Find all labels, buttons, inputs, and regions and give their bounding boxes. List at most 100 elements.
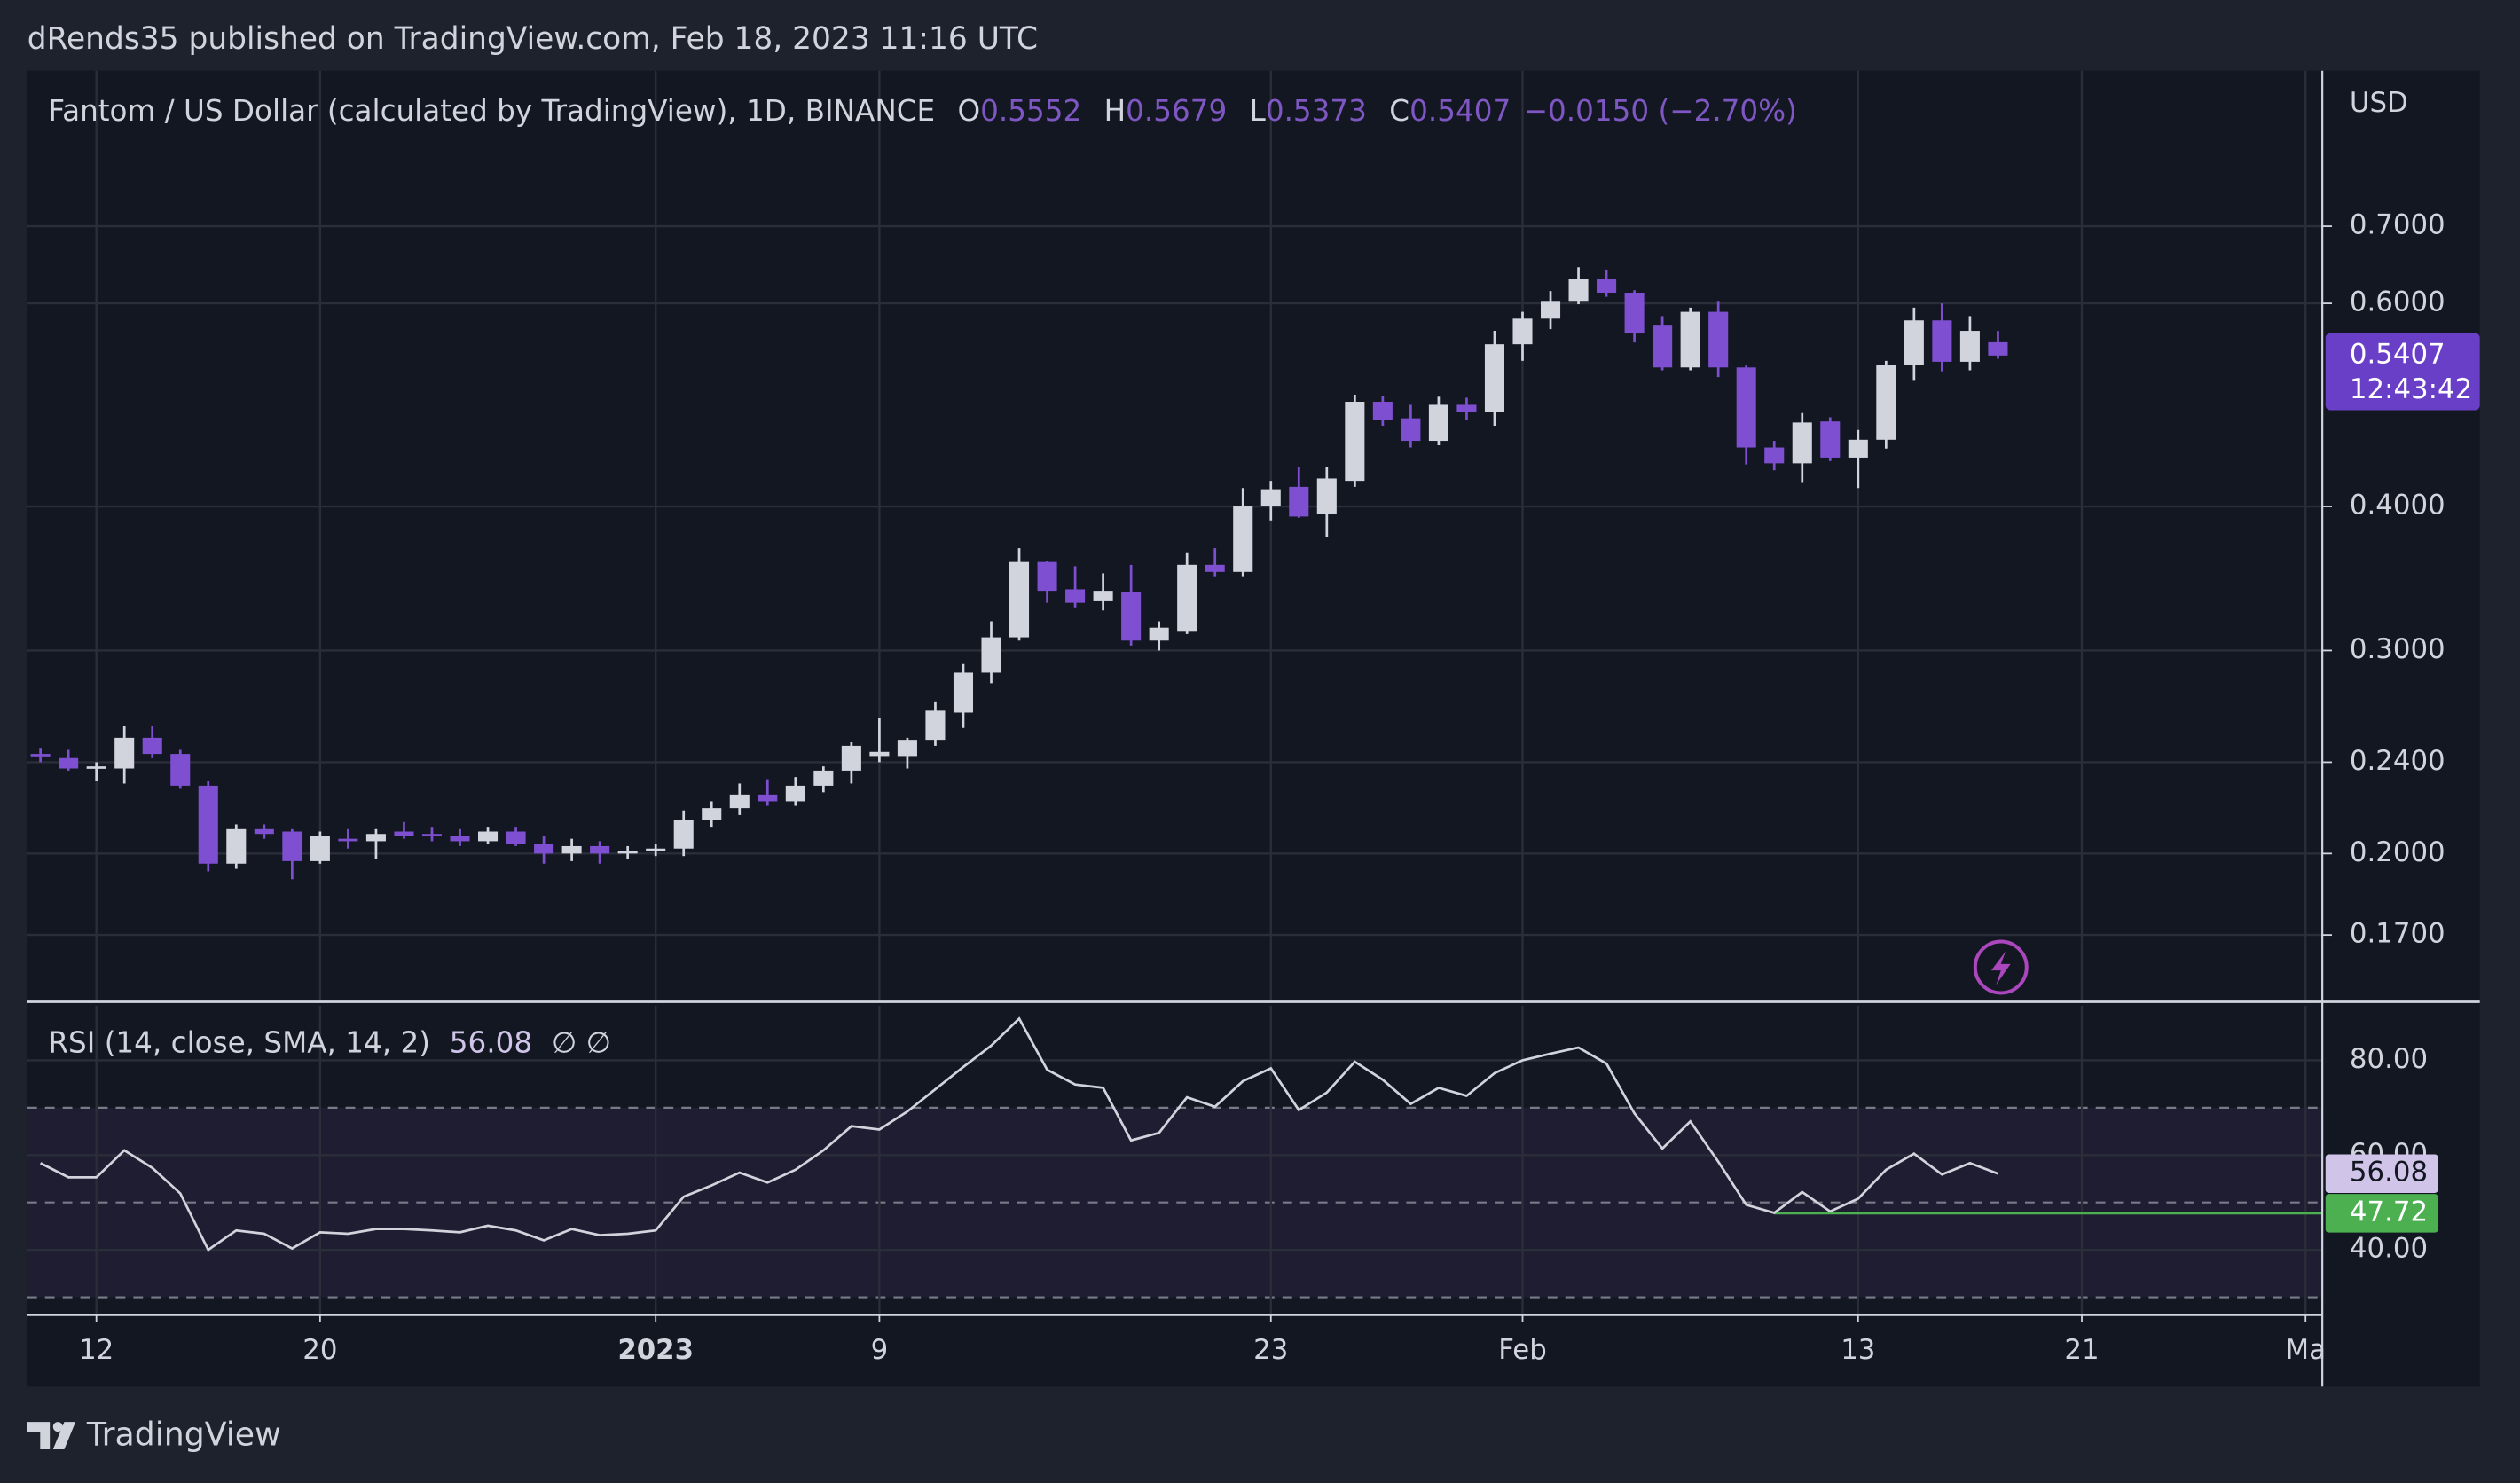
candle-body xyxy=(1037,561,1057,592)
candle-body xyxy=(1959,331,1980,362)
candle-body xyxy=(1260,489,1281,507)
candle-body xyxy=(1680,311,1700,368)
candle-body xyxy=(1456,404,1477,412)
publisher-line: dRends35 published on TradingView.com, F… xyxy=(27,21,1038,57)
candle-body xyxy=(785,785,805,802)
ohlc-label: H xyxy=(1104,94,1127,128)
legend: Fantom / US Dollar (calculated by Tradin… xyxy=(48,94,1797,128)
logo-part xyxy=(52,1422,63,1432)
candle-body xyxy=(142,737,162,755)
ohlc-value: 0.5407 xyxy=(1409,94,1511,128)
candle-body xyxy=(506,831,526,844)
candle-body xyxy=(1597,279,1617,294)
y-tick-label: 0.7000 xyxy=(2350,209,2445,241)
x-tick-label: 20 xyxy=(302,1334,337,1366)
candle-body xyxy=(590,845,610,854)
lightning-icon[interactable] xyxy=(1973,939,2029,995)
candle-body xyxy=(1093,591,1113,601)
candle-body xyxy=(1289,486,1309,517)
candle-body xyxy=(1345,402,1365,482)
candle-body xyxy=(1316,478,1337,514)
y-tick-label: 0.2400 xyxy=(2350,745,2445,777)
chart-layer: 0.7000 0.6000 0.4000 0.3000 0.2400 0.2000 0.17… xyxy=(27,70,2480,1366)
candle-body xyxy=(30,754,51,757)
candle-body xyxy=(86,766,106,769)
legend-suffix: ∅ ∅ xyxy=(552,1025,611,1059)
candle-body xyxy=(1205,564,1225,572)
candle-body xyxy=(450,836,470,842)
candle-body xyxy=(1988,341,2008,356)
candle-body xyxy=(841,745,861,771)
candle-body xyxy=(254,828,274,835)
y-tick-label: 40.00 xyxy=(2350,1233,2428,1265)
candle-body xyxy=(1233,506,1253,572)
candle-body xyxy=(1764,447,1785,464)
candle-body xyxy=(1121,592,1142,641)
candle-body xyxy=(59,757,79,769)
x-tick-label: Ma xyxy=(2286,1334,2326,1366)
candle-body xyxy=(1009,561,1030,638)
candle-body xyxy=(1708,311,1729,368)
x-tick-label: 13 xyxy=(1841,1334,1875,1366)
candle-body xyxy=(1372,402,1393,421)
ohlc-label: L xyxy=(1250,94,1266,128)
candle-body xyxy=(114,737,135,769)
candle-body xyxy=(1149,627,1169,641)
change-label: −0.0150 (−2.70%) xyxy=(1524,94,1797,128)
candle-body xyxy=(897,740,917,757)
legend-title: Fantom / US Dollar (calculated by Tradin… xyxy=(48,94,935,128)
lightning-bolt xyxy=(1990,951,2011,985)
x-tick-label: 23 xyxy=(1253,1334,1288,1366)
y-tick-label: 0.4000 xyxy=(2350,490,2445,522)
candle-body xyxy=(1876,365,1896,440)
candle-body xyxy=(1848,439,1868,458)
candle-body xyxy=(365,834,386,842)
y-tick-label: 80.00 xyxy=(2350,1043,2428,1075)
candle-body xyxy=(561,845,582,854)
price-badge xyxy=(2325,333,2480,411)
brand-logo xyxy=(27,1422,76,1449)
candle-body xyxy=(1904,320,1924,365)
candle-body xyxy=(1177,564,1197,632)
countdown: 12:43:42 xyxy=(2350,373,2472,405)
candle-body xyxy=(758,794,778,802)
candle-body xyxy=(1428,404,1448,442)
marker-badge xyxy=(2325,1194,2438,1233)
logo-part xyxy=(27,1422,51,1449)
candle-body xyxy=(1568,279,1589,302)
marker-badge-label: 47.72 xyxy=(2350,1196,2428,1228)
candle-body xyxy=(1736,367,1756,448)
x-tick-label: 9 xyxy=(871,1334,889,1366)
x-tick-label: 12 xyxy=(79,1334,114,1366)
last-price: 0.5407 xyxy=(2350,338,2445,370)
candle-body xyxy=(869,751,890,757)
y-tick-label: 0.2000 xyxy=(2350,836,2445,868)
candle-body xyxy=(1512,318,1533,345)
candle-body xyxy=(421,834,443,836)
candle-body xyxy=(338,838,358,842)
x-tick-label: Feb xyxy=(1498,1334,1547,1366)
legend-name: RSI (14, close, SMA, 14, 2) xyxy=(48,1025,430,1059)
candle-body xyxy=(1401,418,1421,442)
candle-body xyxy=(981,637,1001,673)
ohlc-value: 0.5552 xyxy=(980,94,1081,128)
candle-body xyxy=(226,828,247,864)
x-tick-label: 2023 xyxy=(617,1334,694,1366)
candle-body xyxy=(394,831,414,836)
candle-body xyxy=(170,754,191,786)
candle-body xyxy=(310,836,330,861)
candle-body xyxy=(198,785,218,864)
rsi-line xyxy=(40,1016,1998,1252)
ohlc-label: C xyxy=(1389,94,1409,128)
candle-body xyxy=(617,851,638,854)
candle-body xyxy=(646,848,666,851)
candle-body xyxy=(534,844,554,854)
ohlc-value: 0.5679 xyxy=(1126,94,1227,128)
y-unit: USD xyxy=(2350,87,2408,119)
legend: RSI (14, close, SMA, 14, 2) 56.08 ∅ ∅ xyxy=(48,1025,611,1059)
value-badge xyxy=(2325,1154,2438,1193)
y-tick-label: 0.1700 xyxy=(2350,918,2445,950)
candle-body xyxy=(1540,301,1561,319)
